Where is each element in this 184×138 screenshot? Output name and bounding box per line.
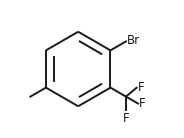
Text: Br: Br (127, 34, 140, 47)
Text: F: F (138, 81, 144, 94)
Text: F: F (139, 97, 146, 110)
Text: F: F (123, 112, 129, 124)
